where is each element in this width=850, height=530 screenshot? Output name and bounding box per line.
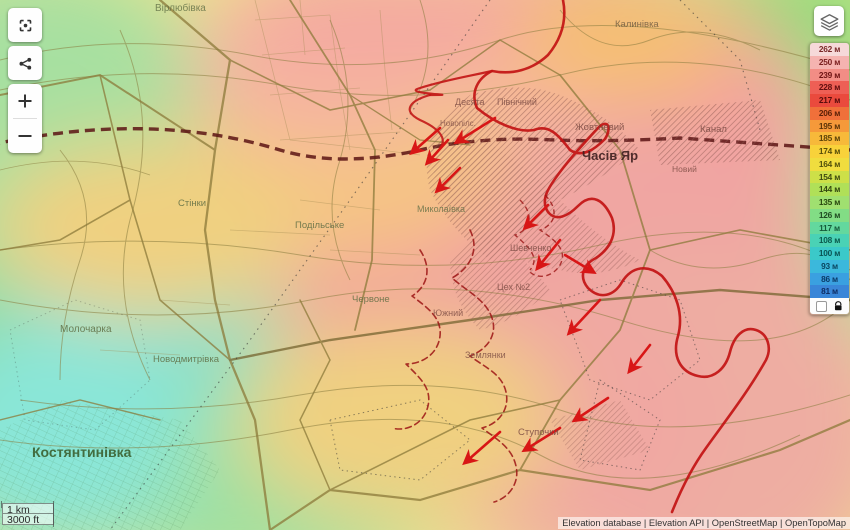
svg-text:Южний: Южний xyxy=(433,308,463,318)
svg-text:Десята: Десята xyxy=(455,97,485,107)
svg-text:Стінки: Стінки xyxy=(178,198,206,209)
svg-text:Вірлюбівка: Вірлюбівка xyxy=(155,2,206,14)
svg-text:Північний: Північний xyxy=(497,97,537,107)
svg-text:Подільське: Подільське xyxy=(295,220,344,231)
svg-text:Канал: Канал xyxy=(700,124,727,135)
svg-text:Новий: Новий xyxy=(672,164,697,174)
svg-text:Землянки: Землянки xyxy=(465,350,506,360)
svg-text:Молочарка: Молочарка xyxy=(60,324,112,335)
svg-text:Калинівка: Калинівка xyxy=(615,19,659,30)
svg-text:Новодмитрівка: Новодмитрівка xyxy=(153,354,220,365)
svg-text:Червоне: Червоне xyxy=(352,294,390,305)
svg-text:Жовтневий: Жовтневий xyxy=(575,122,624,133)
svg-text:Шевченко: Шевченко xyxy=(510,243,551,253)
svg-text:Цех №2: Цех №2 xyxy=(497,282,530,292)
svg-text:Новопілс.: Новопілс. xyxy=(440,119,476,128)
svg-text:Миколаївка: Миколаївка xyxy=(417,204,465,214)
svg-text:Часів Яр: Часів Яр xyxy=(582,148,638,163)
svg-text:Ступочки: Ступочки xyxy=(518,427,559,438)
svg-text:Костянтинівка: Костянтинівка xyxy=(32,444,132,460)
